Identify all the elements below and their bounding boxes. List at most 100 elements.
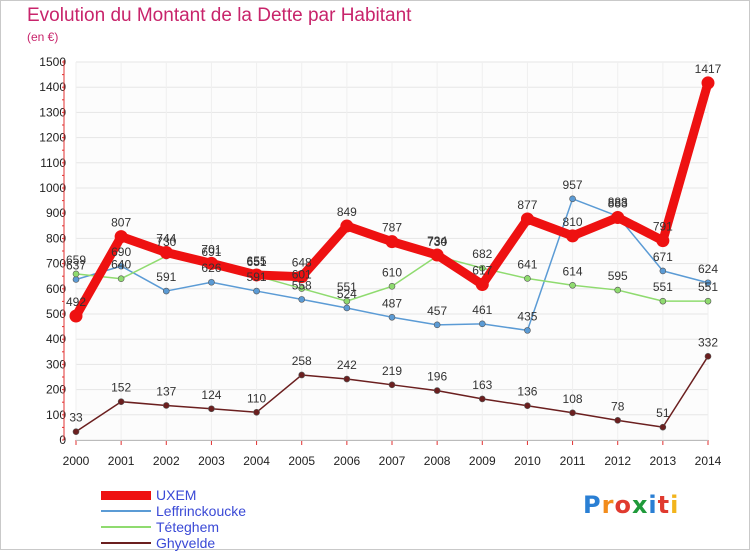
data-point-uxem [566,229,580,243]
legend-swatch-ghyvelde [101,542,151,544]
logo-letter: i [670,491,680,519]
data-point-uxem [701,76,715,90]
data-point-uxem [340,219,354,233]
data-label-uxem: 701 [201,242,221,256]
x-tick-label: 2008 [424,454,451,468]
data-point-tteghem [72,270,80,278]
data-label-tteghem: 659 [66,253,86,267]
legend-label-ghyvelde: Ghyvelde [156,535,216,551]
data-point-uxem [69,309,83,323]
data-point-tteghem [343,297,351,305]
y-tick-label: 1400 [39,80,66,94]
data-label-ghyvelde: 163 [472,378,492,392]
data-label-leffrinckoucke: 671 [653,250,673,264]
data-label-tteghem: 610 [382,265,402,279]
data-point-tteghem [524,275,531,282]
legend-label-leffrinckoucke: Leffrinckoucke [156,503,247,519]
data-point-tteghem [117,275,125,283]
data-label-uxem: 877 [517,198,537,212]
data-label-tteghem: 640 [111,258,131,272]
data-label-ghyvelde: 33 [69,411,83,425]
data-label-tteghem: 551 [698,280,718,294]
data-label-ghyvelde: 137 [156,384,176,398]
logo-letter: t [657,491,671,519]
x-tick-label: 2000 [63,454,90,468]
legend-item-teteghem: Téteghem [101,519,246,535]
x-tick-label: 2013 [650,454,677,468]
data-label-leffrinckoucke: 690 [111,245,131,259]
logo-letter: x [631,491,649,519]
data-point-ghyvelde [614,417,622,424]
data-point-uxem [430,248,444,262]
data-point-uxem [475,278,489,292]
data-point-leffrinckoucke [659,267,667,275]
x-tick-label: 2011 [560,454,586,468]
data-label-tteghem: 551 [337,280,357,294]
data-label-ghyvelde: 136 [517,385,537,399]
data-label-uxem: 655 [247,254,267,268]
data-label-ghyvelde: 110 [247,391,266,405]
data-label-uxem: 787 [382,221,402,235]
data-point-leffrinckoucke [478,320,486,328]
data-point-leffrinckoucke [524,327,531,334]
data-label-tteghem: 682 [472,247,492,261]
data-label-leffrinckoucke: 626 [201,261,221,275]
y-tick-label: 600 [46,282,66,296]
y-tick-label: 700 [46,257,66,271]
x-tick-label: 2007 [379,454,406,468]
data-point-leffrinckoucke [388,313,396,321]
data-point-uxem [611,210,625,224]
x-tick-label: 2014 [695,454,722,468]
data-label-leffrinckoucke: 524 [337,287,357,301]
y-tick-label: 100 [46,408,66,422]
data-label-uxem: 810 [563,215,583,229]
legend-swatch-uxem [101,490,151,500]
x-tick-label: 2006 [334,454,361,468]
data-point-ghyvelde [117,398,125,405]
data-label-ghyvelde: 332 [698,335,718,349]
x-tick-label: 2002 [153,454,180,468]
data-point-ghyvelde [343,375,351,383]
y-tick-label: 800 [46,231,66,245]
data-label-leffrinckoucke: 487 [382,296,402,310]
proxiti-logo: Proxiti [583,491,679,519]
y-tick-label: 300 [46,357,66,371]
y-tick-label: 1000 [39,181,66,195]
data-label-tteghem: 651 [247,255,267,269]
data-label-ghyvelde: 51 [656,406,670,420]
data-label-uxem: 849 [337,205,357,219]
data-point-leffrinckoucke [208,278,215,286]
data-label-uxem: 807 [111,216,131,230]
data-label-tteghem: 691 [201,245,221,259]
data-label-uxem: 744 [156,232,176,246]
data-point-leffrinckoucke [298,296,306,303]
data-point-leffrinckoucke [253,287,260,295]
y-tick-label: 200 [46,383,66,397]
data-point-uxem [385,235,399,249]
data-point-ghyvelde [569,409,576,417]
data-label-ghyvelde: 108 [563,392,583,406]
data-point-leffrinckoucke [704,279,712,287]
data-point-tteghem [569,281,576,289]
data-label-leffrinckoucke: 591 [156,270,176,284]
logo-letter: o [614,491,632,519]
data-label-leffrinckoucke: 457 [427,304,447,318]
legend-item-uxem: UXEM [101,487,246,503]
data-point-uxem [295,270,309,284]
y-tick-label: 500 [46,307,66,321]
data-label-uxem: 492 [66,295,86,309]
data-point-uxem [656,234,670,248]
logo-letter: r [601,491,615,519]
data-label-tteghem: 730 [156,235,176,249]
data-label-leffrinckoucke: 435 [517,309,537,323]
data-point-tteghem [704,297,712,305]
data-label-uxem: 883 [608,196,628,210]
legend-swatch-teteghem [101,526,151,528]
x-tick-label: 2004 [243,454,270,468]
data-label-leffrinckoucke: 637 [66,258,86,272]
logo-letter: i [648,491,658,519]
x-tick-label: 2001 [108,454,135,468]
legend-label-uxem: UXEM [156,487,197,503]
data-label-leffrinckoucke: 591 [247,270,267,284]
